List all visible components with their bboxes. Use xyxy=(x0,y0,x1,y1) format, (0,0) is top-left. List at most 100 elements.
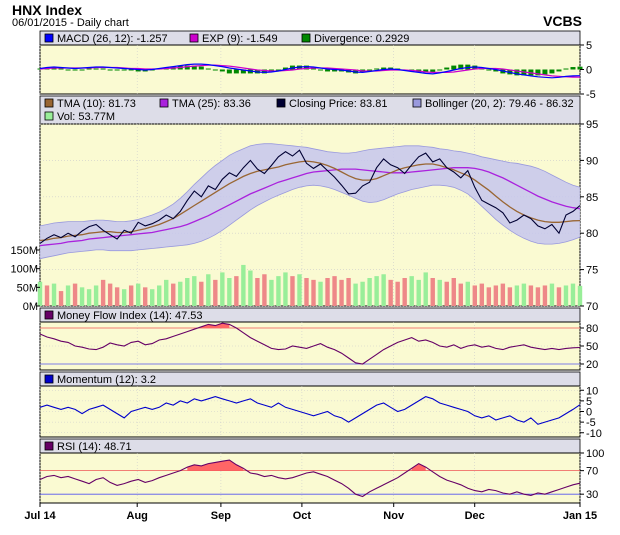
momentum-y-tick: 10 xyxy=(586,385,598,397)
divergence-bar xyxy=(444,67,450,70)
volume-bar xyxy=(507,287,513,306)
volume-bar xyxy=(465,281,470,306)
volume-bar xyxy=(135,283,141,306)
price-y-tick: 75 xyxy=(586,265,598,277)
divergence-bar xyxy=(72,69,78,71)
rsi-panel xyxy=(39,452,581,504)
volume-bar xyxy=(556,287,562,306)
mfi-y-tick: 20 xyxy=(586,359,598,371)
volume-bar xyxy=(241,264,246,306)
divergence-bar xyxy=(563,68,569,70)
volume-bar xyxy=(51,283,57,306)
divergence-bar xyxy=(65,69,71,71)
momentum-y-tick: 0 xyxy=(586,407,592,419)
divergence-bar xyxy=(121,69,127,71)
divergence-bar xyxy=(535,69,541,76)
macd-y-tick: 0 xyxy=(586,65,592,77)
x-tick-label: Sep xyxy=(211,510,231,522)
macd-panel xyxy=(39,44,581,95)
x-tick-label: Oct xyxy=(293,510,312,522)
volume-bar xyxy=(185,278,190,306)
momentum-y-tick: -10 xyxy=(586,428,602,440)
legend-label: Vol: 53.77M xyxy=(57,111,115,123)
legend-label: RSI (14): 48.71 xyxy=(57,441,132,453)
legend-swatch xyxy=(44,33,54,43)
divergence-bar xyxy=(303,65,309,70)
legend-label: EXP (9): -1.549 xyxy=(202,33,278,45)
price-y-tick: 85 xyxy=(586,192,598,204)
volume-bar xyxy=(269,279,274,306)
volume-bar xyxy=(297,274,302,306)
mfi-y-tick: 50 xyxy=(586,341,598,353)
divergence-bar xyxy=(451,65,457,70)
divergence-bar xyxy=(79,69,85,71)
volume-bar xyxy=(142,287,148,306)
volume-bar xyxy=(472,285,478,306)
volume-bar xyxy=(409,276,414,306)
tma25-line xyxy=(39,167,581,247)
volume-bar xyxy=(121,289,127,306)
divergence-bar xyxy=(93,68,99,70)
volume-bar xyxy=(37,281,43,306)
volume-bar xyxy=(563,285,569,306)
volume-bar xyxy=(500,283,506,306)
divergence-bar xyxy=(549,69,555,74)
divergence-bar xyxy=(381,67,387,70)
divergence-bar xyxy=(184,65,190,70)
legend-label: Closing Price: 83.81 xyxy=(289,98,387,110)
divergence-bar xyxy=(332,69,338,72)
x-tick-label: Nov xyxy=(383,510,405,522)
volume-bar xyxy=(157,285,162,306)
volume-bar xyxy=(164,279,169,306)
closing-price-line xyxy=(39,149,581,244)
price-y-tick: 95 xyxy=(586,119,598,131)
volume-bar xyxy=(479,283,485,306)
divergence-bar xyxy=(58,68,64,70)
legend-swatch xyxy=(44,374,54,384)
volume-bar xyxy=(388,279,393,306)
volume-bar xyxy=(199,281,204,306)
volume-y-tick: 150M xyxy=(10,245,38,257)
divergence-bar xyxy=(318,69,324,71)
volume-bar xyxy=(416,279,421,306)
price-y-tick: 80 xyxy=(586,228,598,240)
momentum-y-tick: -5 xyxy=(586,417,596,429)
divergence-bar xyxy=(556,69,562,72)
legend-label: Divergence: 0.2929 xyxy=(314,33,409,45)
volume-bar xyxy=(514,285,520,306)
volume-bar xyxy=(458,283,463,306)
legend-label: Momentum (12): 3.2 xyxy=(57,374,156,386)
legend-swatch xyxy=(44,310,54,320)
divergence-bar xyxy=(233,69,239,74)
macd-y-tick: -5 xyxy=(586,89,596,101)
divergence-bar xyxy=(374,68,380,70)
volume-bar xyxy=(58,291,64,306)
volume-bar xyxy=(93,285,99,306)
volume-bar xyxy=(577,285,583,306)
x-tick-label: Jul 14 xyxy=(24,510,56,522)
macd-line xyxy=(39,63,581,79)
volume-bar xyxy=(570,283,576,306)
volume-bar xyxy=(318,281,323,306)
divergence-bar xyxy=(423,69,429,73)
volume-y-tick: 0M xyxy=(23,301,38,313)
legend-swatch xyxy=(301,33,311,43)
divergence-bar xyxy=(275,69,281,71)
volume-bar xyxy=(367,278,372,306)
tma10-line xyxy=(39,160,581,242)
volume-bar xyxy=(248,270,253,306)
divergence-bar xyxy=(430,69,436,73)
legend-swatch xyxy=(276,98,286,108)
x-tick-label: Jan 15 xyxy=(563,510,597,522)
legend-swatch xyxy=(44,98,54,108)
divergence-bar xyxy=(205,68,211,70)
divergence-bar xyxy=(219,69,225,72)
divergence-bar xyxy=(282,67,288,70)
volume-bar xyxy=(114,287,120,306)
divergence-bar xyxy=(128,69,134,71)
mfi-line xyxy=(39,322,581,365)
volume-bar xyxy=(535,287,541,306)
volume-bar xyxy=(107,283,113,306)
divergence-bar xyxy=(325,69,331,72)
divergence-bar xyxy=(212,69,218,71)
